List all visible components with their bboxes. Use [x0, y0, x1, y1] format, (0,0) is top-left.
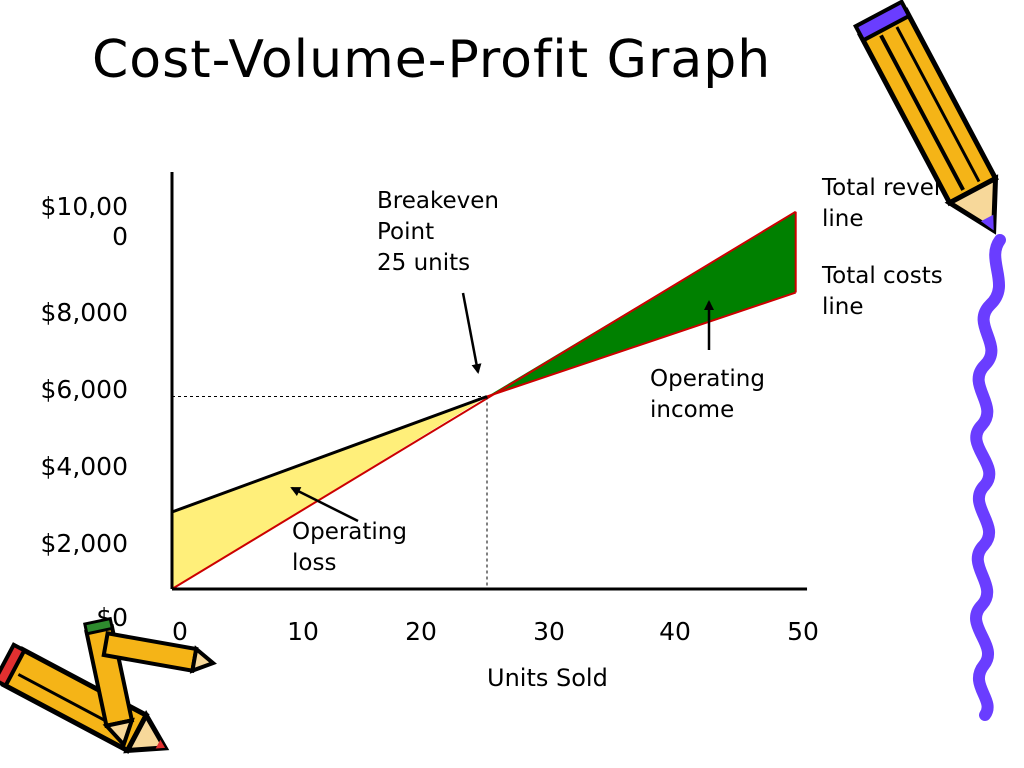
slide-title: Cost-Volume-Profit Graph [92, 30, 772, 90]
total-costs-line [171, 395, 488, 514]
breakeven-arrow [461, 292, 482, 374]
x-tick-label: 10 [287, 617, 319, 646]
breakeven-label: Breakeven Point 25 units [377, 188, 499, 276]
pencil-icon [83, 616, 135, 749]
x-tick-label: 0 [172, 617, 188, 646]
x-tick-label: 20 [405, 617, 437, 646]
pencil-icon [101, 631, 217, 674]
pencil-icon [853, 0, 999, 235]
x-tick-label: 50 [787, 617, 819, 646]
total-costs-line-extension [486, 291, 797, 398]
x-tick-label: 30 [533, 617, 565, 646]
x-axis-title: Units Sold [487, 664, 608, 692]
total-revenues-line [171, 210, 797, 590]
operating-loss-label: Operating loss [292, 519, 407, 576]
total-costs-label: Total costs line [822, 263, 943, 320]
y-tick-label: $4,000 [40, 452, 128, 481]
operating-income-label: Operating income [650, 366, 765, 423]
y-tick-label: $2,000 [40, 529, 128, 558]
y-tick-label: $10,00 0 [40, 192, 128, 251]
loss-arrow [290, 486, 359, 523]
purple-squiggle-border [970, 234, 1006, 721]
y-tick-label: $8,000 [40, 298, 128, 327]
x-tick-label: 40 [659, 617, 691, 646]
y-tick-label: $6,000 [40, 375, 128, 404]
